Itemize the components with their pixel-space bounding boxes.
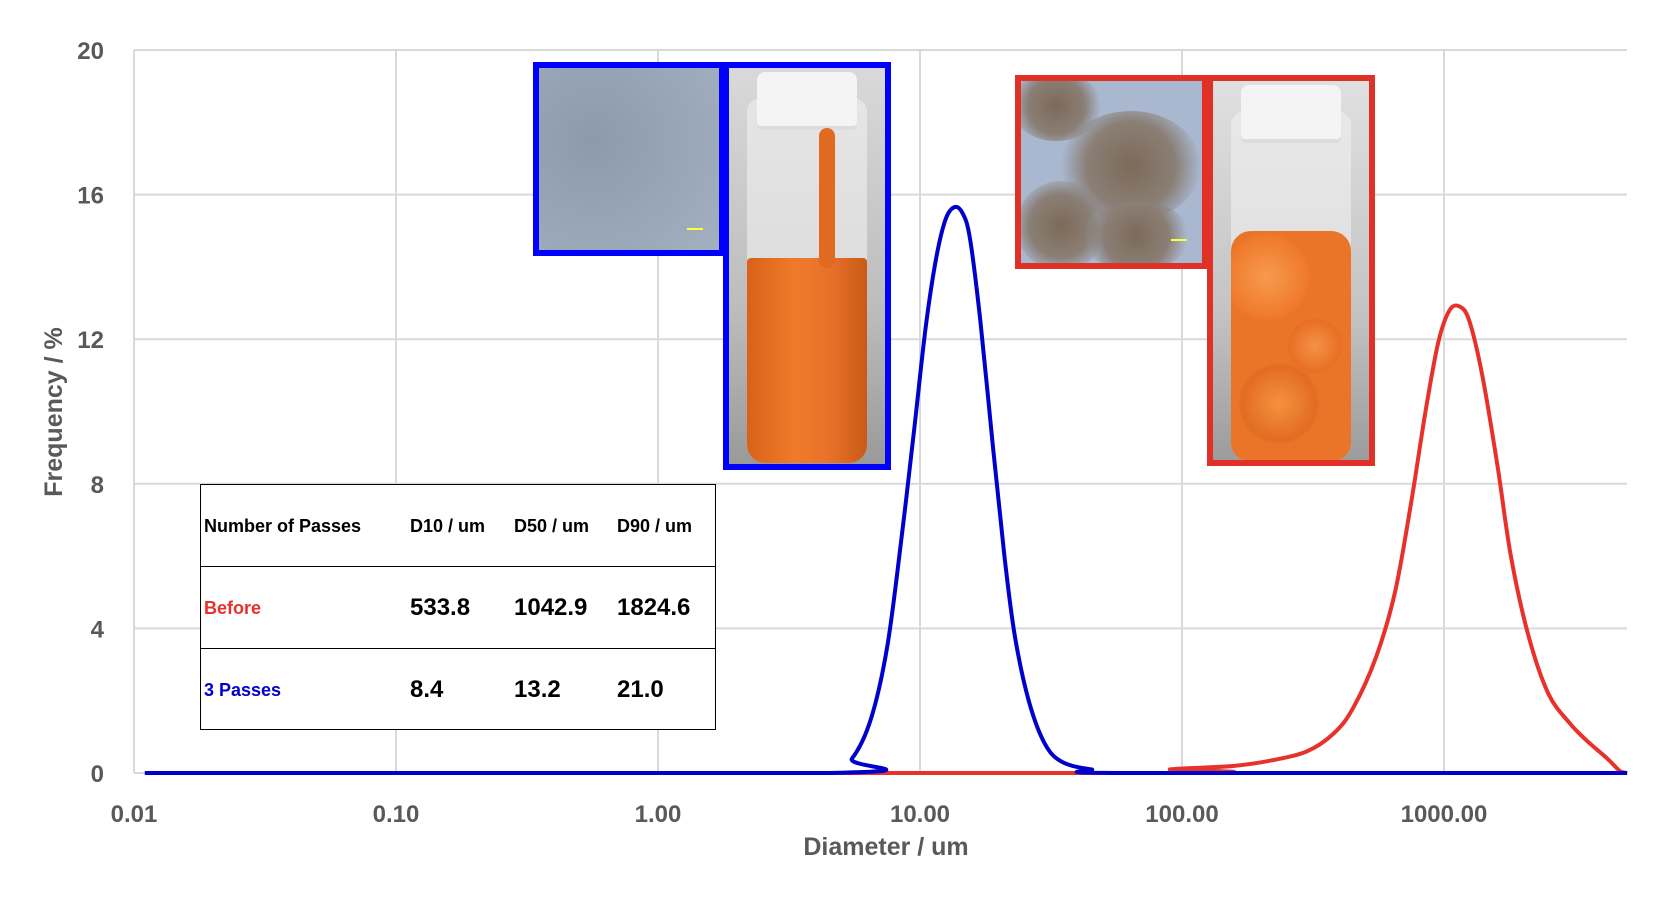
d10-value: 8.4 <box>410 676 444 703</box>
table-header-row: Number of Passes D10 / um D50 / um D90 /… <box>201 485 715 567</box>
d50-value: 1042.9 <box>514 594 588 621</box>
header-d50: D50 / um <box>514 516 590 536</box>
y-tick-label: 8 <box>91 472 104 499</box>
row-label: 3 Passes <box>204 680 282 700</box>
x-tick-label: 1.00 <box>635 801 682 828</box>
header-d90: D90 / um <box>617 516 693 536</box>
micrograph-before <box>1015 75 1208 269</box>
y-tick-label: 16 <box>77 183 104 210</box>
vial-cap <box>757 72 857 130</box>
header-d10: D10 / um <box>410 516 486 536</box>
series-line <box>144 303 1628 775</box>
y-tick-label: 0 <box>91 761 104 788</box>
vial-photo-after-3-passes <box>723 62 891 470</box>
y-tick-label: 12 <box>77 327 104 354</box>
series-lines <box>144 204 1628 776</box>
orange-clumps <box>1231 231 1351 460</box>
series-line <box>144 204 1628 776</box>
d50-value: 13.2 <box>514 676 561 703</box>
row-label: Before <box>204 598 262 618</box>
x-tick-label: 1000.00 <box>1401 801 1488 828</box>
scale-bar <box>1171 239 1187 241</box>
x-tick-labels: 0.01 0.10 1.00 10.00 100.00 1000.00 <box>111 801 1488 828</box>
y-tick-label: 4 <box>91 616 105 643</box>
header-passes: Number of Passes <box>204 516 362 536</box>
table-row: Before 533.8 1042.9 1824.6 <box>201 567 715 649</box>
d90-value: 21.0 <box>617 676 664 703</box>
y-tick-labels: 0 4 8 12 16 20 <box>77 38 104 788</box>
y-tick-label: 20 <box>77 38 104 65</box>
x-tick-label: 100.00 <box>1145 801 1218 828</box>
scale-bar <box>687 228 703 230</box>
vial-photo-before <box>1207 75 1375 466</box>
vial-cap <box>1241 85 1341 143</box>
slurry-drip <box>819 128 835 268</box>
table-row: 3 Passes 8.4 13.2 21.0 <box>201 649 715 731</box>
particle-size-table: Number of Passes D10 / um D50 / um D90 /… <box>200 484 716 730</box>
x-tick-label: 0.10 <box>373 801 420 828</box>
x-tick-label: 10.00 <box>890 801 950 828</box>
y-axis-title: Frequency / % <box>40 327 68 497</box>
x-axis-title: Diameter / um <box>803 833 968 861</box>
orange-slurry <box>747 258 867 463</box>
d10-value: 533.8 <box>410 594 471 621</box>
x-tick-label: 0.01 <box>111 801 158 828</box>
micrograph-after-3-passes <box>533 62 725 256</box>
d90-value: 1824.6 <box>617 594 691 621</box>
